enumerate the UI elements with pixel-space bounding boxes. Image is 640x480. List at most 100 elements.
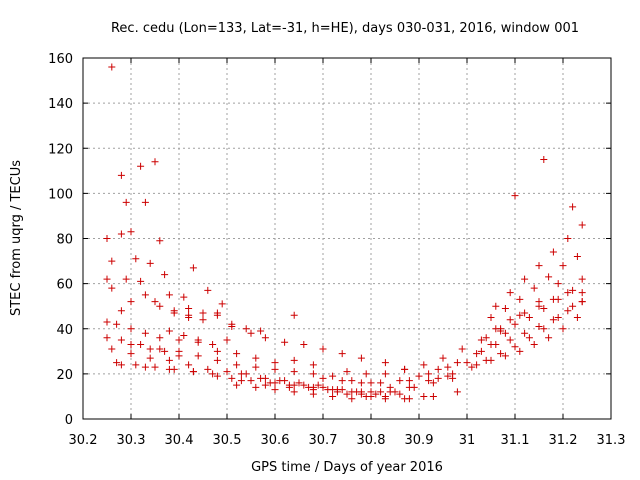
chart-title: Rec. cedu (Lon=133, Lat=-31, h=HE), days…	[111, 21, 579, 36]
data-point	[501, 304, 509, 312]
data-point	[117, 361, 125, 369]
data-point	[429, 379, 437, 387]
data-point	[309, 361, 317, 369]
data-point	[425, 370, 433, 378]
data-point	[530, 284, 538, 292]
data-point	[247, 329, 255, 337]
data-point	[137, 277, 145, 285]
data-point	[473, 350, 481, 358]
data-point	[391, 388, 399, 396]
data-point	[525, 313, 533, 321]
grid	[83, 58, 611, 419]
data-point	[554, 313, 562, 321]
data-point	[146, 259, 154, 267]
data-point	[353, 388, 361, 396]
data-point	[564, 307, 572, 315]
data-point	[189, 264, 197, 272]
data-point	[103, 235, 111, 242]
data-point	[204, 365, 212, 373]
data-point	[578, 221, 586, 229]
data-point	[271, 386, 279, 394]
data-point	[540, 156, 548, 164]
data-point	[569, 286, 577, 294]
data-point	[156, 302, 164, 310]
data-point	[449, 374, 457, 382]
data-point	[113, 320, 121, 328]
data-point	[482, 334, 490, 342]
data-point	[290, 381, 298, 389]
data-point	[545, 273, 553, 281]
data-point	[209, 370, 217, 378]
data-point	[185, 304, 193, 312]
data-point	[156, 237, 164, 245]
data-point	[468, 363, 476, 371]
data-point	[396, 377, 404, 385]
data-point	[127, 350, 135, 358]
data-point	[525, 334, 533, 342]
data-point	[180, 293, 188, 301]
data-point	[506, 289, 514, 297]
data-point	[199, 316, 207, 324]
data-point	[511, 320, 519, 328]
data-point	[487, 356, 495, 364]
data-point	[314, 381, 322, 389]
data-point	[367, 388, 375, 396]
data-point	[487, 313, 495, 321]
data-point	[271, 379, 279, 387]
data-point	[228, 320, 236, 328]
data-point	[146, 345, 154, 353]
data-point	[497, 327, 505, 335]
data-point	[194, 336, 202, 344]
data-point	[127, 228, 135, 236]
data-point	[549, 248, 557, 256]
y-tick-label: 20	[56, 368, 73, 383]
data-point	[319, 345, 327, 353]
data-point	[117, 336, 125, 344]
data-point	[444, 372, 452, 380]
data-point	[381, 359, 389, 367]
data-point	[309, 390, 317, 398]
data-point	[213, 356, 221, 364]
data-point	[180, 332, 188, 340]
data-point	[453, 359, 461, 367]
x-tick-label: 30.5	[213, 433, 242, 448]
y-tick-label: 40	[56, 323, 73, 338]
data-point	[348, 377, 356, 385]
data-point	[309, 383, 317, 391]
data-point	[261, 334, 269, 342]
y-tick-label: 0	[65, 413, 73, 428]
y-axis: 0 20 40 60 80 100 120 140 160	[48, 52, 611, 428]
data-point	[501, 329, 509, 337]
data-point	[319, 374, 327, 382]
data-point	[103, 275, 111, 283]
y-tick-label: 160	[48, 52, 73, 67]
data-point	[233, 381, 241, 389]
data-point	[237, 377, 245, 385]
data-point	[218, 300, 226, 308]
data-point	[333, 386, 341, 394]
x-tick-label: 30.8	[357, 433, 386, 448]
data-point	[415, 372, 423, 380]
data-point	[165, 365, 173, 373]
data-point	[141, 291, 149, 299]
data-point	[290, 388, 298, 396]
data-point	[511, 192, 519, 200]
data-point	[141, 329, 149, 337]
y-tick-label: 60	[56, 278, 73, 293]
data-point	[156, 334, 164, 342]
data-point	[410, 383, 418, 391]
data-point	[444, 363, 452, 371]
data-point	[477, 347, 485, 355]
data-point	[300, 381, 308, 389]
data-point	[223, 368, 231, 376]
data-point	[492, 325, 500, 333]
data-point	[165, 327, 173, 335]
y-tick-label: 80	[56, 233, 73, 248]
x-tick-label: 31.2	[549, 433, 578, 448]
data-point	[165, 356, 173, 364]
data-point	[377, 379, 385, 387]
data-point	[535, 302, 543, 310]
data-point	[237, 370, 245, 378]
data-point	[338, 350, 346, 358]
y-tick-label: 140	[48, 97, 73, 112]
